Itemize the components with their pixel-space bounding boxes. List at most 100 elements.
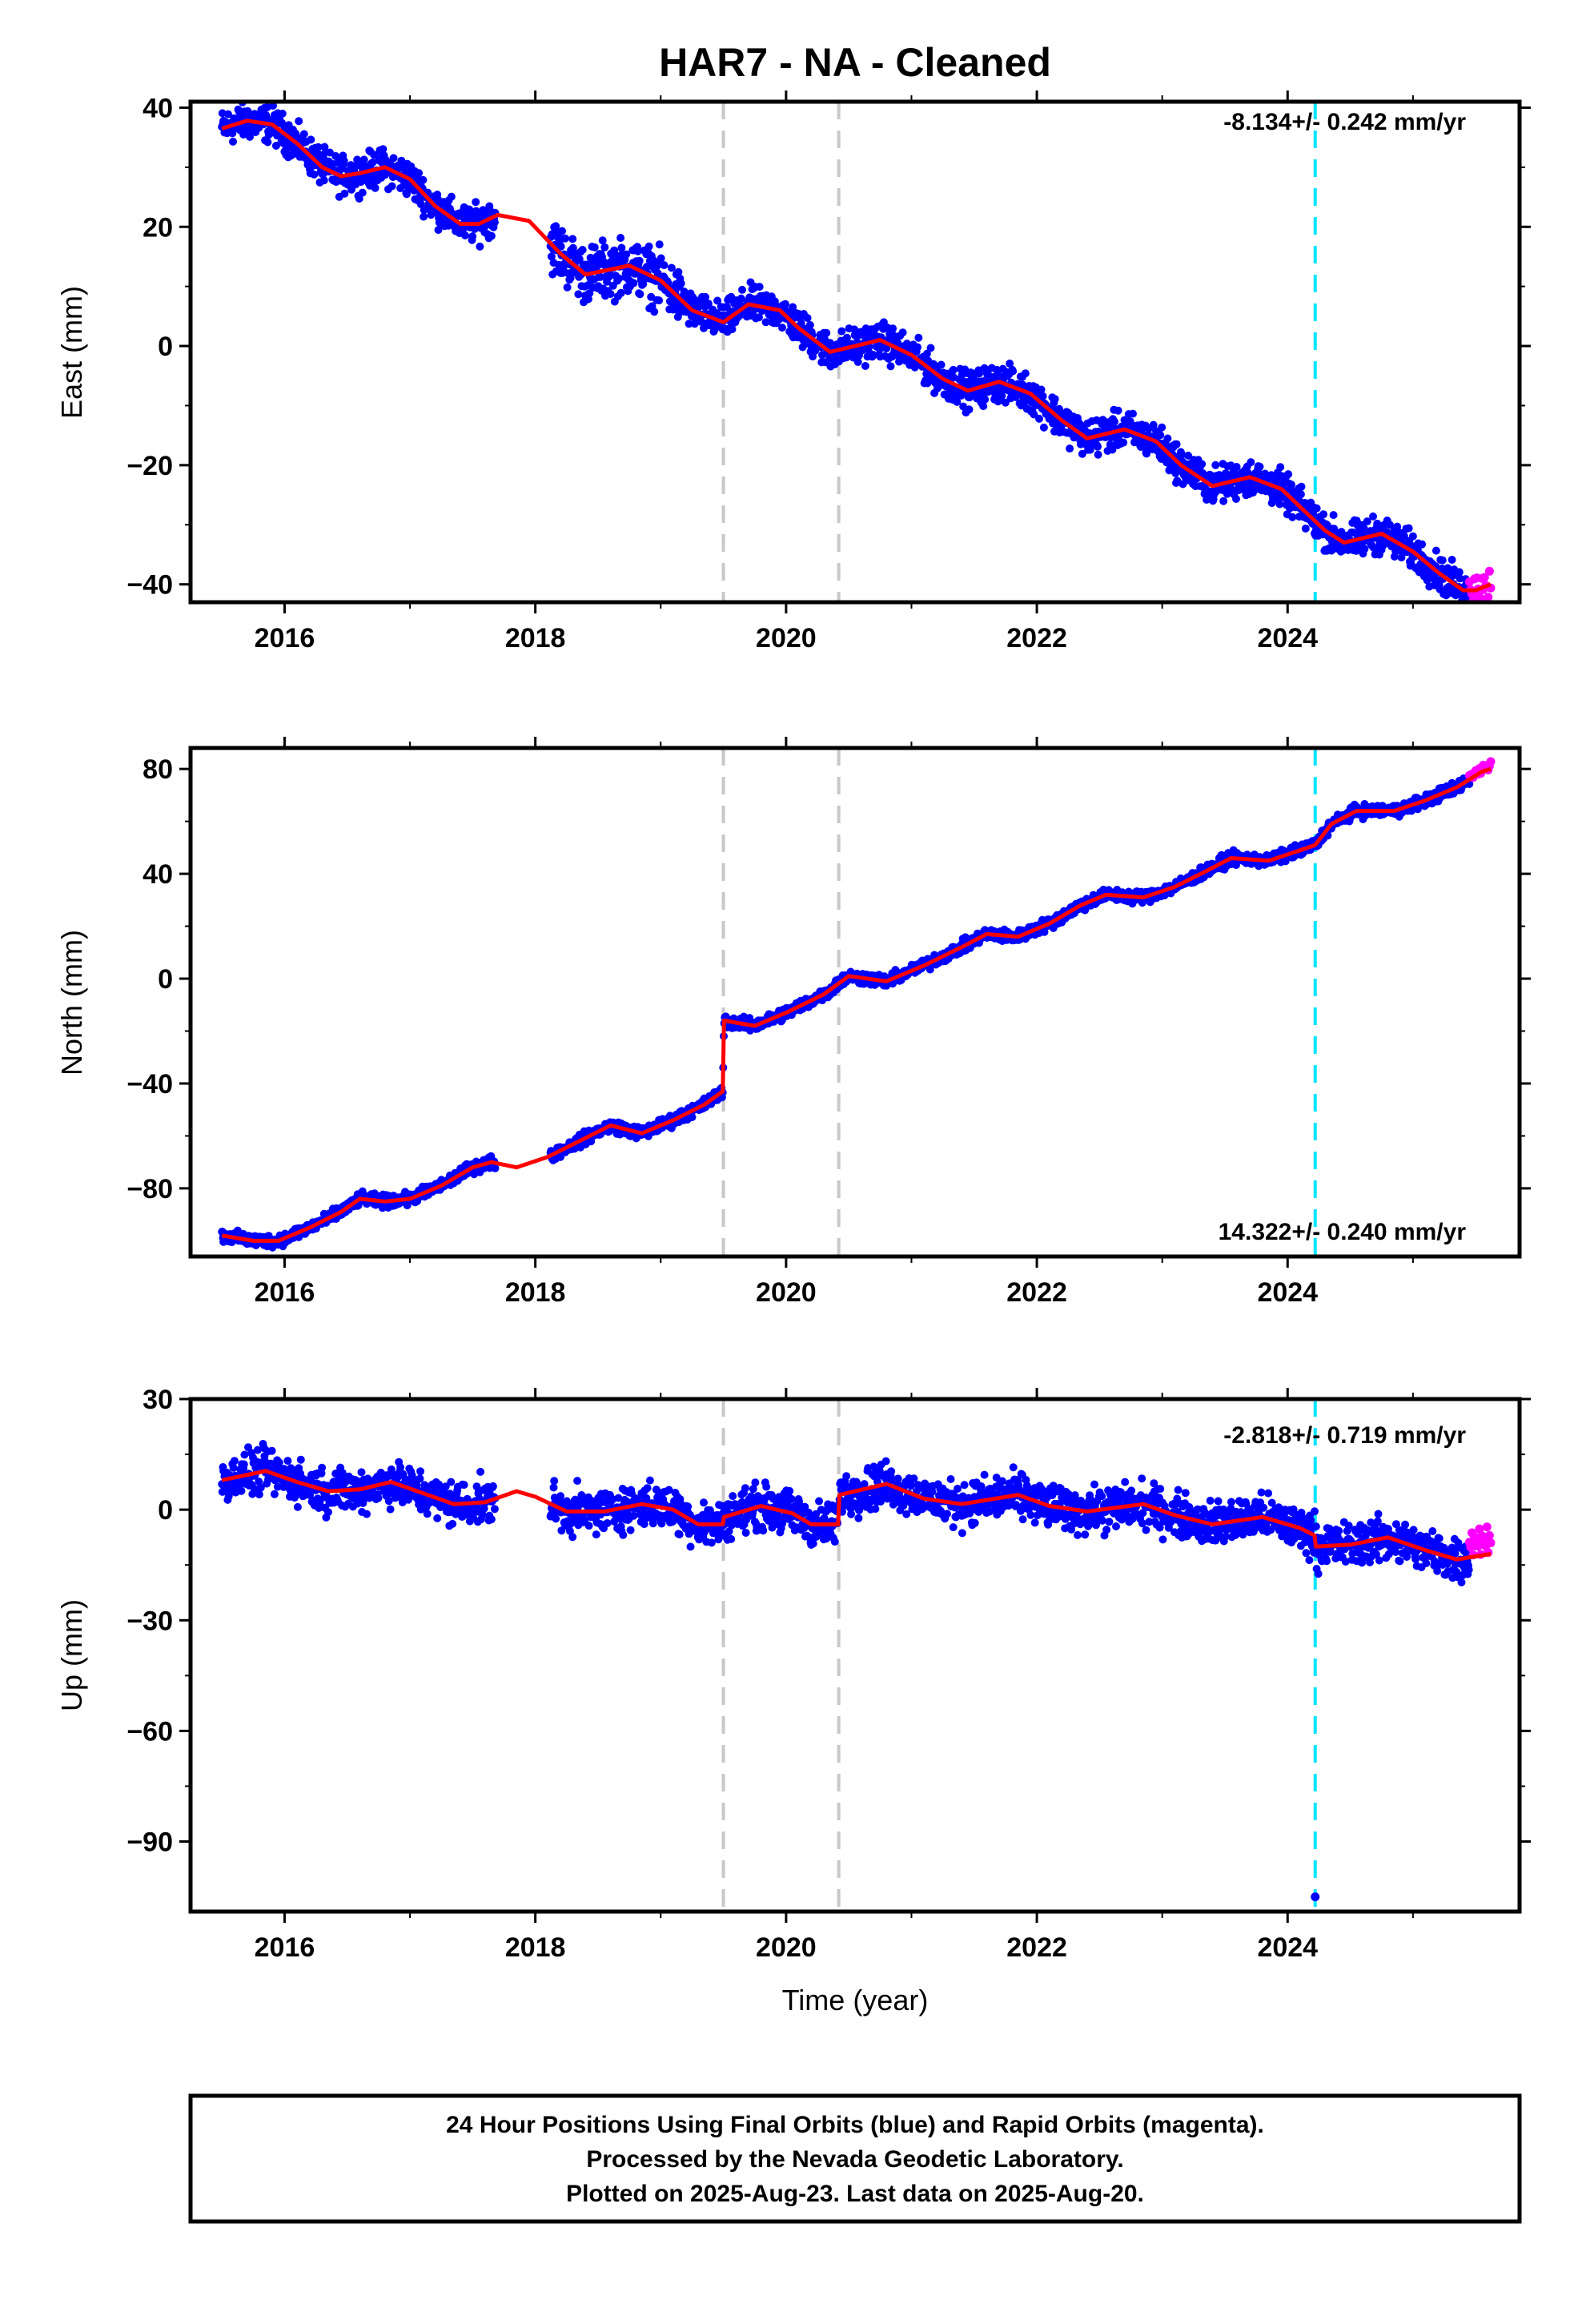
east-final-point	[1221, 469, 1230, 478]
east-final-point	[761, 318, 770, 327]
east-final-point	[558, 227, 566, 235]
east-final-point	[778, 324, 786, 332]
east-final-point	[926, 344, 935, 352]
east-final-point	[1275, 500, 1284, 509]
east-final-point	[1267, 471, 1275, 480]
east-final-point	[1438, 556, 1447, 565]
east-final-point	[368, 159, 377, 167]
east-final-point	[1360, 545, 1369, 553]
east-final-point	[937, 360, 946, 369]
east-final-point	[869, 351, 877, 360]
east-final-point	[655, 296, 664, 305]
east-final-point	[552, 222, 560, 231]
east-final-point	[1232, 463, 1241, 471]
east-final-point	[1114, 406, 1122, 415]
up-final-point	[255, 1478, 263, 1486]
east-final-point	[822, 328, 831, 337]
north-model-line	[221, 766, 1492, 1243]
east-final-point	[701, 292, 709, 301]
east-final-point	[1287, 480, 1295, 489]
east-final-point	[447, 192, 456, 201]
up-final-point	[253, 1445, 262, 1454]
east-final-point	[615, 274, 624, 283]
east-final-point	[568, 243, 577, 252]
east-final-point	[1431, 546, 1440, 555]
east-final-point	[853, 358, 862, 366]
east-final-point	[975, 369, 983, 378]
up-final-point	[256, 1483, 265, 1492]
east-final-point	[889, 324, 897, 333]
east-final-point	[371, 183, 379, 192]
east-final-point	[590, 243, 599, 251]
north-final-point	[745, 1014, 754, 1023]
north-rate-label: 14.322+/- 0.240 mm/yr	[1219, 1219, 1467, 1245]
east-final-point	[1232, 495, 1240, 503]
east-y-tick-label: 40	[143, 93, 173, 123]
north-final-orbit-points	[218, 774, 1474, 1252]
east-final-point	[1247, 458, 1255, 467]
east-final-point	[629, 279, 638, 287]
north-x-tick-label: 2016	[255, 1277, 315, 1308]
east-final-point	[616, 288, 625, 297]
east-final-point	[755, 313, 763, 322]
east-final-point	[1393, 522, 1402, 531]
east-final-point	[420, 212, 428, 221]
east-final-point	[803, 314, 812, 323]
up-final-point	[318, 1463, 327, 1472]
east-final-point	[465, 205, 474, 214]
east-final-point	[1397, 553, 1406, 562]
north-plot-area	[218, 748, 1496, 1256]
east-final-point	[1329, 511, 1338, 520]
east-final-point	[578, 246, 587, 254]
east-final-point	[1078, 449, 1086, 458]
north-x-tick-label: 2020	[756, 1277, 817, 1308]
east-final-point	[229, 137, 237, 146]
east-final-point	[898, 328, 907, 337]
east-final-point	[1006, 360, 1014, 368]
east-final-point	[224, 110, 232, 119]
east-final-point	[1039, 423, 1048, 432]
east-final-point	[639, 279, 648, 288]
east-final-point	[886, 362, 895, 371]
east-rapid-point	[1484, 593, 1493, 602]
east-rapid-point	[1480, 573, 1489, 582]
east-final-point	[263, 138, 272, 147]
up-final-point	[255, 1490, 263, 1499]
east-final-point	[842, 333, 851, 342]
east-final-point	[722, 303, 731, 312]
east-final-point	[1369, 512, 1377, 521]
east-final-point	[1021, 369, 1030, 378]
east-final-point	[1050, 395, 1059, 404]
east-final-point	[674, 267, 683, 276]
up-final-point	[240, 1450, 249, 1459]
up-final-point	[338, 1469, 347, 1478]
east-final-point	[1094, 450, 1102, 459]
up-final-point	[239, 1460, 248, 1469]
east-final-point	[635, 256, 644, 265]
east-final-point	[617, 243, 626, 252]
east-final-point	[1129, 409, 1137, 418]
east-final-point	[913, 343, 921, 352]
east-final-point	[1156, 431, 1165, 440]
east-final-point	[1094, 442, 1102, 451]
east-x-tick-label: 2024	[1257, 623, 1318, 653]
up-final-point	[267, 1446, 276, 1455]
east-final-point	[461, 231, 469, 239]
up-final-point	[363, 1510, 371, 1518]
east-final-point	[697, 317, 705, 326]
east-final-point	[644, 242, 653, 251]
north-frame	[188, 746, 1522, 1259]
east-final-point	[1297, 482, 1306, 491]
east-final-point	[1158, 423, 1166, 432]
up-final-point	[229, 1463, 238, 1472]
up-final-point	[357, 1468, 366, 1477]
east-final-point	[1038, 392, 1047, 400]
east-final-point	[575, 255, 584, 263]
up-final-point	[296, 1455, 305, 1464]
east-final-point	[1288, 513, 1297, 521]
east-final-point	[781, 300, 789, 308]
east-final-point	[1066, 444, 1074, 453]
east-final-point	[1418, 540, 1427, 549]
